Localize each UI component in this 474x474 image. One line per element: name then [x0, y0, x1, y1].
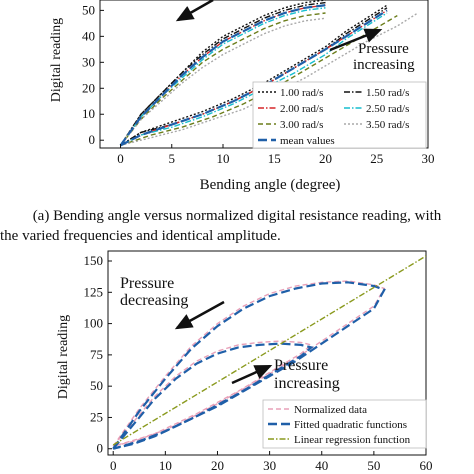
chart-b-y-tick-label: 75: [90, 347, 103, 362]
caption-a-line-2: the varied frequencies and identical amp…: [0, 228, 281, 244]
chart-b-x-tick-label: 10: [159, 458, 172, 473]
chart-a-legend-label: 3.50 rad/s: [366, 119, 409, 131]
chart-a-x-tick-label: 0: [117, 151, 124, 166]
chart-b-increasing-arrow: [231, 364, 273, 385]
chart-a-x-tick-label: 30: [422, 151, 435, 166]
chart-a-y-tick-label: 20: [82, 80, 95, 95]
chart-b-y-axis-label: Digital reading: [56, 315, 71, 399]
chart-b-legend-label: Linear regression function: [294, 434, 411, 446]
chart-b-annotation-decreasing: decreasing: [120, 292, 188, 309]
chart-b-series-group: [112, 255, 426, 450]
chart-a-legend-box: [252, 81, 427, 149]
chart-b-y-tick-label: 0: [97, 441, 104, 456]
chart-b-annotation-increasing: increasing: [274, 375, 340, 392]
chart-a-legend-label: 2.50 rad/s: [366, 103, 409, 115]
chart-b-ticks: 0 10 20 30 40 50 60 0 25 50 75 100 125 150: [84, 253, 433, 473]
chart-b-annotation-pressure-bottom: Pressure: [274, 357, 328, 374]
chart-b-annotation-pressure-top: Pressure: [120, 275, 174, 292]
chart-a-x-tick-label: 5: [169, 151, 176, 166]
chart-a-y-tick-label: 50: [82, 2, 95, 17]
chart-a-legend-label: 1.50 rad/s: [366, 87, 409, 99]
chart-b-x-tick-label: 60: [420, 458, 433, 473]
chart-a-decreasing-arrow: [175, 0, 214, 22]
chart-a-series-line-lower: [120, 7, 388, 146]
chart-b-y-tick-label: 150: [84, 253, 104, 268]
chart-a-legend-label: 2.00 rad/s: [280, 103, 323, 115]
chart-a-series-line-upper: [119, 4, 326, 147]
chart-b-x-tick-label: 20: [211, 458, 224, 473]
chart-b-plot-area: [107, 250, 427, 456]
chart-a-annotation-increasing: increasing: [353, 57, 415, 73]
chart-b-legend-label: Normalized data: [294, 404, 367, 416]
chart-a-legend: 1.00 rad/s 1.50 rad/s 2.00 rad/s 2.50 rad/s…: [252, 81, 427, 149]
chart-a-y-tick-label: 0: [89, 132, 96, 147]
chart-b-decreasing-arrow: [174, 300, 225, 330]
chart-a-y-axis-label: Digital reading: [49, 18, 64, 102]
chart-a-increasing-arrow: [329, 28, 383, 52]
chart-b-y-tick-label: 25: [90, 409, 103, 424]
chart-a-x-tick-label: 15: [268, 151, 281, 166]
chart-b-legend-label: Fitted quadratic functions: [294, 419, 407, 431]
chart-b-series-line: [112, 255, 426, 446]
chart-a-series-line-upper: [119, 0, 326, 146]
chart-b-x-tick-label: 0: [110, 458, 117, 473]
chart-a-x-tick-label: 10: [217, 151, 230, 166]
chart-a-series-line-lower: [120, 9, 388, 147]
chart-a-legend-label: mean values: [280, 135, 335, 147]
chart-b-series-loop: [112, 340, 313, 447]
chart-b-x-tick-label: 40: [315, 458, 328, 473]
chart-a-legend-label: 3.00 rad/s: [280, 119, 323, 131]
chart-b-legend: Normalized data Fitted quadratic function…: [262, 399, 427, 449]
chart-a-y-tick-label: 30: [82, 54, 95, 69]
chart-b-y-tick-label: 50: [90, 378, 103, 393]
chart-a-series-line-upper: [119, 17, 326, 146]
chart-a-annotation-pressure: Pressure: [358, 41, 409, 57]
chart-b-series-loop: [112, 280, 386, 447]
chart-a-series-line-upper: [119, 12, 326, 146]
caption-a-line-1: (a) Bending angle versus normalized digi…: [32, 208, 442, 224]
chart-b-y-tick-label: 125: [84, 284, 104, 299]
chart-b-x-tick-label: 30: [263, 458, 276, 473]
chart-a-y-tick-label: 10: [82, 106, 95, 121]
chart-b-y-tick-label: 100: [84, 316, 104, 331]
chart-b-series-loop: [112, 342, 314, 450]
chart-b-legend-box: [262, 399, 427, 449]
chart-a-ticks: 0 5 10 15 20 25 30 0 10 20 30 40 50: [82, 2, 435, 166]
chart-a-y-tick-label: 40: [82, 28, 95, 43]
chart-a-x-tick-label: 20: [319, 151, 332, 166]
chart-a-x-tick-label: 25: [370, 151, 383, 166]
chart-a-series-line-upper: [119, 1, 326, 146]
chart-a-legend-label: 1.00 rad/s: [280, 87, 323, 99]
chart-b: 0 10 20 30 40 50 60 0 25 50 75 100 125 150 Digital re…: [56, 250, 433, 473]
chart-b-x-tick-label: 50: [367, 458, 380, 473]
chart-a-x-axis-label: Bending angle (degree): [200, 177, 341, 193]
